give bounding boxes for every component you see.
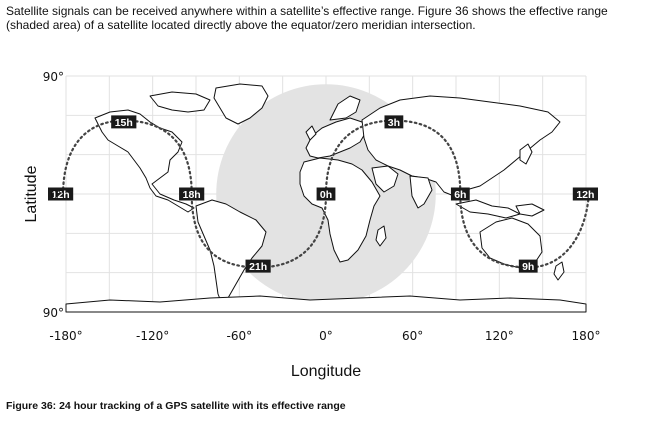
hour-mark-box	[518, 259, 538, 273]
x-tick-label: -60°	[227, 329, 253, 343]
hour-mark-label: 0h	[320, 189, 332, 201]
satellite-track-map: 0h 3h 6h 9h 12h 12h 15h 18h 21h -180° -120° -60° 0°…	[23, 70, 601, 380]
hour-mark-box	[316, 187, 336, 201]
x-tick-label: 60°	[402, 329, 423, 343]
hour-mark-label: 18h	[183, 189, 201, 201]
british-isles	[305, 125, 317, 141]
hour-mark-6h: 6h	[450, 187, 470, 201]
hour-mark-box	[179, 187, 205, 201]
x-tick-label: -120°	[136, 329, 169, 343]
hour-mark-box	[384, 115, 404, 129]
south-america	[195, 199, 267, 305]
new-guinea	[515, 203, 545, 217]
hour-mark-label: 12h	[52, 189, 70, 201]
y-tick-label: 90°	[43, 70, 64, 84]
hour-mark-label: 12h	[576, 189, 594, 201]
x-tick-label: 0°	[319, 329, 333, 343]
x-tick-label: 180°	[572, 329, 601, 343]
indonesia	[455, 199, 521, 219]
hour-mark-box	[450, 187, 470, 201]
new-zealand	[553, 261, 565, 281]
hour-mark-label: 3h	[388, 117, 400, 129]
scandinavia	[329, 95, 361, 121]
hour-mark-21h: 21h	[245, 259, 271, 273]
antarctica	[65, 295, 587, 313]
hour-mark-box	[572, 187, 598, 201]
madagascar	[375, 225, 387, 247]
intro-paragraph: Satellite signals can be received anywhe…	[6, 4, 608, 32]
hour-mark-label: 9h	[522, 261, 534, 273]
hour-mark-box	[245, 259, 271, 273]
figure-caption: Figure 36: 24 hour tracking of a GPS sat…	[6, 400, 346, 412]
hour-mark-0h: 0h	[316, 187, 336, 201]
greenland	[213, 83, 269, 125]
australia	[479, 217, 543, 269]
hour-mark-18h: 18h	[179, 187, 205, 201]
hour-mark-label: 21h	[249, 261, 267, 273]
x-tick-label: -180°	[49, 329, 82, 343]
indian-subcontinent	[409, 175, 433, 209]
x-tick-label: 120°	[485, 329, 514, 343]
africa	[299, 157, 381, 263]
hour-mark-box	[48, 187, 74, 201]
hour-mark-box	[111, 115, 137, 129]
hour-mark-3h: 3h	[384, 115, 404, 129]
japan	[519, 143, 533, 165]
canadian-arctic	[149, 91, 211, 113]
axes: -180° -120° -60° 0° 60° 120° 180° 90° 0° 90°	[43, 70, 601, 343]
hour-mark-label: 15h	[115, 117, 133, 129]
hour-marks: 0h 3h 6h 9h 12h 12h 15h 18h 21h	[48, 115, 598, 273]
hour-mark-9h: 9h	[518, 259, 538, 273]
y-tick-label: 90°	[43, 306, 64, 320]
hour-mark-15h: 15h	[111, 115, 137, 129]
y-axis-title: Latitude	[23, 165, 40, 222]
hour-mark-12h: 12h	[48, 187, 74, 201]
hour-mark-12h: 12h	[572, 187, 598, 201]
hour-mark-label: 6h	[454, 189, 466, 201]
x-axis-title: Longitude	[291, 363, 361, 380]
y-tick-label: 0°	[50, 188, 64, 202]
arabian-peninsula	[371, 165, 399, 193]
